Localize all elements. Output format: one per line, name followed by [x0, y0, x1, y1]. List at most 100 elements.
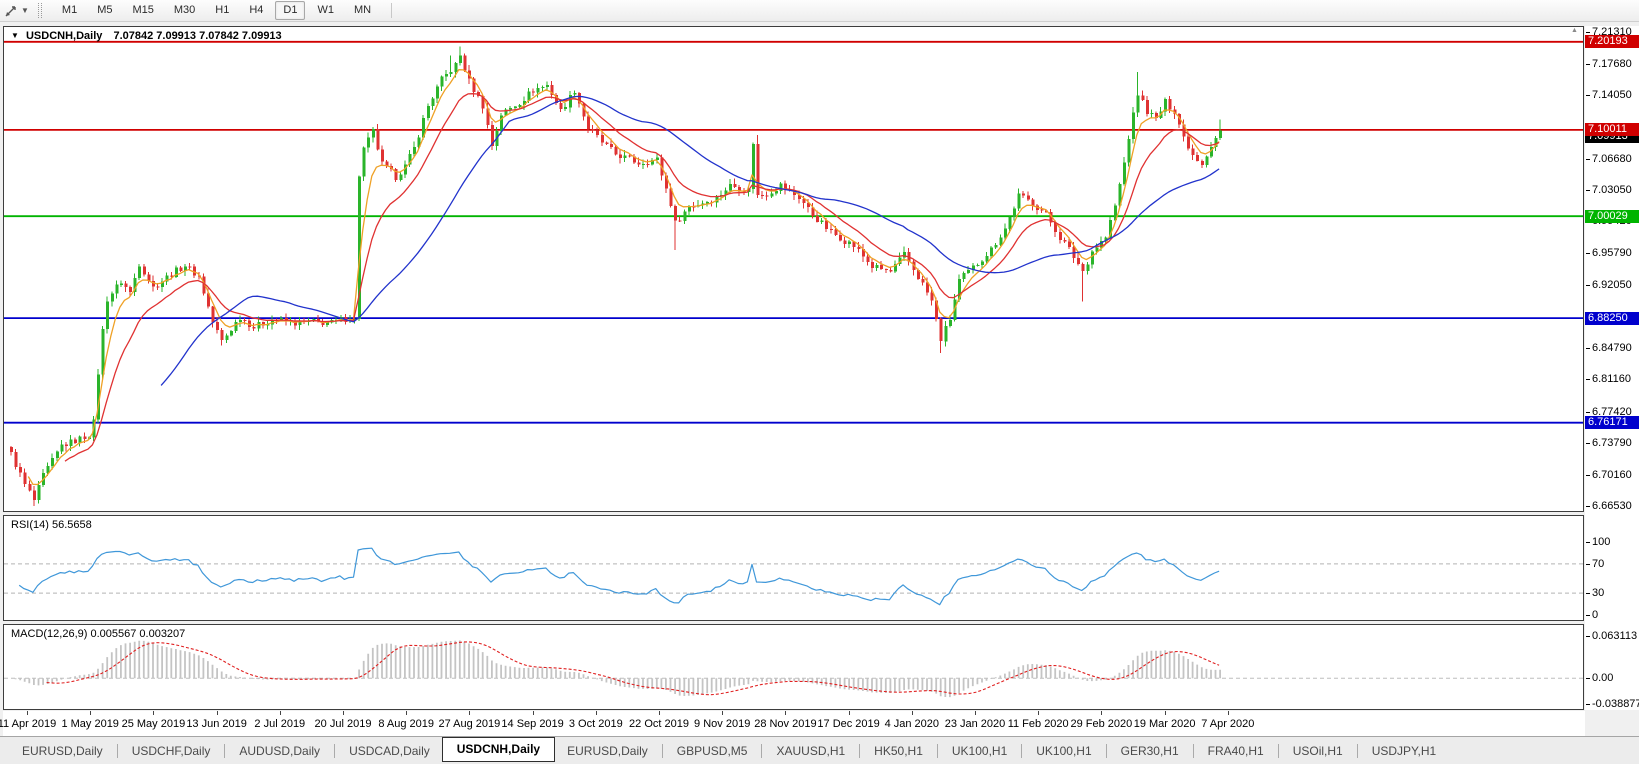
tab-fra40-h1[interactable]: FRA40,H1	[1207, 743, 1264, 758]
main-chart-canvas[interactable]	[4, 27, 1583, 511]
timeframe-button-w1[interactable]: W1	[317, 4, 334, 16]
date-tick-label: 23 Jan 2020	[944, 718, 1006, 730]
chart-ohlc-values: 7.07842 7.09913 7.07842 7.09913	[113, 30, 282, 42]
date-tick-mark	[659, 711, 660, 715]
date-tick-mark	[532, 711, 534, 715]
chart-tab-bar: EURUSD,Daily USDCHF,Daily AUDUSD,Daily USDC…	[0, 736, 1639, 764]
date-tick-mark	[848, 711, 850, 715]
price-tick-label: 7.21310	[1586, 26, 1632, 39]
rsi-tick-label: 100	[1585, 536, 1611, 548]
timeframe-button-m15[interactable]: M15	[132, 4, 154, 16]
date-tick-label: 11 Apr 2019	[0, 718, 57, 730]
tab-separator	[859, 743, 861, 758]
tab-usdcad-daily[interactable]: USDCAD,Daily	[349, 743, 430, 758]
level-price-badge: 7.20193	[1585, 35, 1639, 49]
date-tick-mark	[279, 711, 281, 715]
tab-usdchf-daily[interactable]: USDCHF,Daily	[131, 743, 211, 758]
tab-audusd-daily[interactable]: AUDUSD,Daily	[239, 743, 321, 758]
macd-tick-label: 0.00	[1585, 672, 1614, 685]
tab-xauusd-h1[interactable]: XAUUSD,H1	[776, 743, 846, 758]
date-tick-label: 13 Jun 2019	[186, 718, 247, 730]
date-tick-label: 9 Nov 2019	[694, 718, 751, 730]
tab-eurusd-daily[interactable]: EURUSD,Daily	[22, 743, 103, 758]
level-price-badge: 6.76171	[1585, 416, 1639, 430]
tool-dropdown-caret-icon[interactable]: ▼	[21, 6, 29, 15]
date-tick-label: 20 Jul 2019	[314, 718, 372, 730]
price-tick-label: 6.84790	[1586, 342, 1632, 355]
date-tick-label: 28 Nov 2019	[754, 718, 817, 730]
price-axis[interactable]: 7.213107.176807.140507.066807.030506.994…	[1585, 26, 1639, 710]
date-tick-mark	[216, 711, 218, 715]
tab-usdcnh-daily[interactable]: USDCNH,Daily	[441, 736, 556, 762]
tab-separator	[334, 743, 336, 758]
collapse-triangle-icon[interactable]: ▼	[11, 31, 19, 40]
macd-tick-label: -0.038877	[1586, 698, 1639, 710]
tab-usoil-h1[interactable]: USOil,H1	[1292, 743, 1343, 758]
scroll-to-end-icon[interactable]: ▲	[1571, 27, 1578, 34]
date-tick-label: 29 Feb 2020	[1070, 718, 1133, 730]
timeframe-button-h4[interactable]: H4	[249, 4, 264, 16]
tab-ger30-h1[interactable]: GER30,H1	[1120, 743, 1179, 758]
timeframe-button-m30[interactable]: M30	[173, 4, 196, 16]
price-tick-label: 7.17680	[1586, 57, 1632, 70]
tab-separator	[1192, 743, 1194, 758]
main-chart-pane[interactable]: ▼ USDCNH,Daily 7.07842 7.09913 7.07842 7…	[3, 26, 1584, 512]
date-tick-label: 27 Aug 2019	[438, 718, 501, 730]
ma-fast-line	[27, 69, 1220, 486]
rsi-tick-label: 30	[1585, 587, 1605, 600]
date-tick-label: 14 Sep 2019	[501, 718, 564, 730]
date-tick-mark	[722, 711, 724, 715]
crosshair-tool-icon[interactable]	[4, 4, 18, 18]
tab-uk100-h1[interactable]: UK100,H1	[1036, 743, 1092, 758]
price-tick-label: 6.81160	[1586, 373, 1631, 386]
date-tick-mark	[153, 711, 155, 715]
tab-separator	[116, 743, 118, 758]
price-tick-label: 6.73790	[1586, 437, 1632, 450]
date-tick-label: 11 Feb 2020	[1007, 718, 1069, 730]
date-tick-mark	[1164, 711, 1166, 715]
rsi-pane[interactable]: RSI(14) 56.5658	[3, 515, 1584, 621]
timeframe-button-m1[interactable]: M1	[61, 4, 78, 16]
tab-separator	[936, 743, 938, 758]
date-tick-mark	[406, 711, 408, 715]
date-tick-mark	[1101, 711, 1103, 715]
tab-gbpusd-m5[interactable]: GBPUSD,M5	[676, 743, 748, 758]
tab-separator	[1021, 743, 1023, 758]
date-tick-mark	[1038, 711, 1040, 715]
toolbar-grip-handle[interactable]	[37, 3, 42, 18]
toolbar-separator	[391, 3, 393, 18]
date-tick-label: 19 Mar 2020	[1133, 718, 1196, 730]
timeframe-button-m5[interactable]: M5	[97, 4, 113, 16]
date-tick-label: 1 May 2019	[61, 718, 119, 730]
rsi-tick-label: 70	[1585, 557, 1605, 570]
date-tick-mark	[975, 711, 976, 715]
tab-usdjpy-h1[interactable]: USDJPY,H1	[1371, 743, 1437, 758]
macd-canvas[interactable]	[4, 625, 1583, 709]
tab-separator	[761, 743, 763, 758]
timeframe-button-mn[interactable]: MN	[353, 4, 372, 16]
chart-symbol-label: USDCNH,Daily	[25, 30, 103, 42]
date-axis[interactable]: 11 Apr 2019 1 May 2019 25 May 2019 13 Jun 2…	[0, 711, 1585, 736]
price-tick-label: 6.70160	[1586, 468, 1632, 481]
date-tick-mark	[595, 711, 597, 715]
rsi-line	[18, 547, 1220, 606]
tab-uk100-h1[interactable]: UK100,H1	[951, 743, 1008, 758]
tab-hk50-h1[interactable]: HK50,H1	[874, 743, 923, 758]
macd-pane[interactable]: MACD(12,26,9) 0.005567 0.003207	[3, 624, 1584, 710]
date-tick-mark	[27, 711, 28, 715]
rsi-label: RSI(14) 56.5658	[11, 519, 92, 531]
date-tick-mark	[343, 711, 344, 715]
level-price-badge: 7.10011	[1585, 123, 1639, 137]
date-tick-label: 7 Apr 2020	[1201, 718, 1255, 730]
timeframe-button-d1[interactable]: D1	[275, 1, 306, 20]
tab-separator	[661, 743, 663, 758]
rsi-canvas[interactable]	[4, 516, 1583, 620]
price-tick-label: 7.14050	[1586, 88, 1632, 101]
date-tick-label: 17 Dec 2019	[817, 718, 880, 730]
tab-eurusd-daily[interactable]: EURUSD,Daily	[567, 743, 648, 758]
rsi-tick-label: 0	[1585, 609, 1599, 621]
ma-mid-line	[64, 93, 1220, 462]
tab-separator	[1356, 743, 1358, 758]
timeframe-button-h1[interactable]: H1	[215, 4, 230, 16]
